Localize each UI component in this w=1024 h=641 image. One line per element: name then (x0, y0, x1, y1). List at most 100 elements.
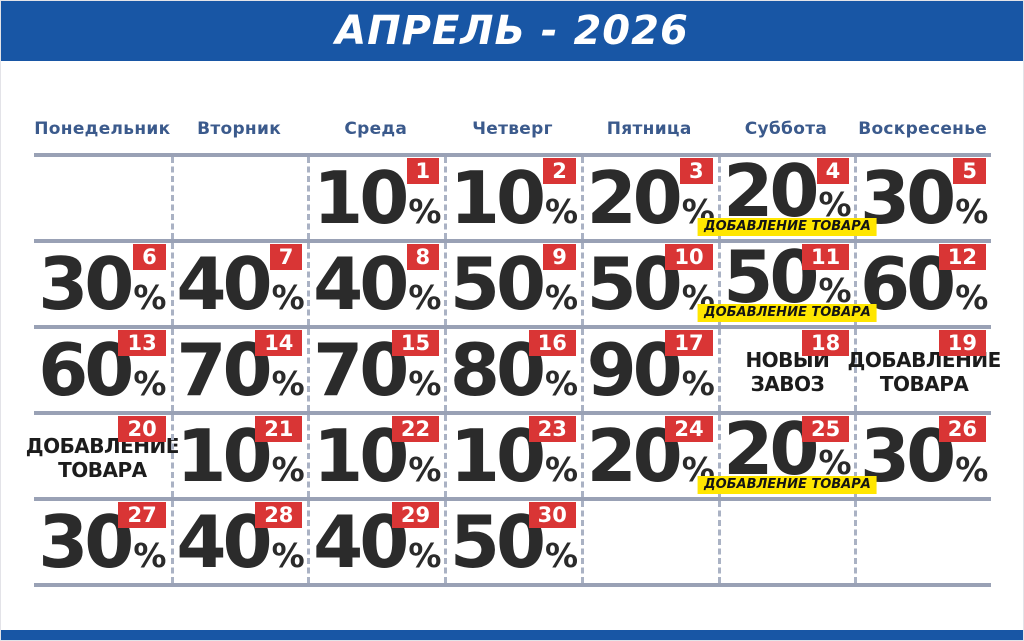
day-cell: 14 70% (170, 329, 308, 411)
empty-cell (854, 501, 991, 583)
percent-sign: % (955, 192, 989, 231)
discount-value: 90% (587, 334, 715, 406)
date-badge: 6 (133, 244, 166, 270)
day-cell: 16 80% (444, 329, 581, 411)
discount-value: 10% (450, 162, 578, 234)
percent-sign: % (955, 450, 989, 489)
discount-value: 60% (38, 334, 166, 406)
promo-text: ДОБАВЛЕНИЕ ТОВАРА (25, 434, 180, 482)
day-cell: 9 50% (444, 243, 581, 325)
percent-sign: % (408, 192, 442, 231)
percent-sign: % (681, 364, 715, 403)
percent-sign: % (818, 185, 852, 224)
percent-sign: % (408, 536, 442, 575)
percent-sign: % (271, 278, 305, 317)
date-badge: 25 (802, 416, 850, 442)
date-badge: 10 (665, 244, 713, 270)
discount-value: 40% (313, 248, 441, 320)
date-badge: 19 (938, 330, 986, 356)
bottom-banner (1, 630, 1023, 640)
day-cell: 15 70% (307, 329, 444, 411)
weekday-label: Вторник (197, 119, 282, 139)
calendar-row: 13 60% 14 70% 15 70% 16 80% 17 90% 18 НОВЫЙ ЗАВОЗ 19… (34, 325, 1001, 411)
weekday-header-row: Понедельник Вторник Среда Четверг Пятница Суб… (34, 119, 991, 139)
discount-number: 10 (449, 156, 546, 240)
day-cell: 23 10% (444, 415, 581, 497)
day-cell: 28 40% (170, 501, 308, 583)
discount-number: 60 (38, 328, 134, 412)
day-cell: 4 20% ДОБАВЛЕНИЕ ТОВАРА (698, 155, 877, 239)
percent-sign: % (545, 364, 579, 403)
date-badge: 22 (391, 416, 440, 442)
discount-number: 30 (38, 242, 134, 326)
discount-number: 50 (449, 242, 546, 326)
day-cell: 10 50% (580, 243, 718, 325)
date-badge: 13 (118, 330, 166, 356)
date-badge: 18 (802, 330, 850, 356)
day-cell: 13 60% (34, 329, 171, 411)
date-badge: 23 (528, 416, 576, 442)
percent-sign: % (408, 278, 442, 317)
day-cell: 8 40% (307, 243, 444, 325)
date-badge: 27 (118, 502, 166, 528)
date-badge: 1 (406, 158, 440, 184)
date-badge: 30 (528, 502, 576, 528)
date-badge: 8 (406, 244, 440, 270)
day-cell: 6 30% (34, 243, 171, 325)
day-cell: 21 10% (170, 415, 308, 497)
percent-sign: % (545, 278, 579, 317)
percent-sign: % (133, 536, 167, 575)
percent-sign: % (271, 450, 305, 489)
discount-value: 20% (723, 155, 851, 227)
calendar-row: 1 10% 2 10% 3 20% 4 20% ДОБАВЛЕНИЕ ТОВАРА 5 30% (34, 153, 991, 239)
discount-number: 40 (313, 242, 409, 326)
percent-sign: % (818, 271, 852, 310)
weekday-label: Среда (344, 119, 408, 139)
day-cell: 24 20% (580, 415, 718, 497)
weekday-label: Воскресенье (858, 119, 988, 139)
promo-flag: ДОБАВЛЕНИЕ ТОВАРА (698, 304, 877, 322)
date-badge: 12 (938, 244, 986, 270)
date-badge: 28 (255, 502, 303, 528)
discount-number: 30 (38, 500, 134, 584)
discount-number: 10 (313, 156, 409, 240)
promo-flag: ДОБАВЛЕНИЕ ТОВАРА (698, 218, 877, 236)
day-cell: 17 90% (580, 329, 718, 411)
grid-bottom-line (34, 583, 991, 587)
percent-sign: % (818, 443, 852, 482)
day-cell: 27 30% (34, 501, 171, 583)
discount-number: 20 (586, 156, 683, 240)
date-badge: 3 (679, 158, 713, 184)
day-cell: 19 ДОБАВЛЕНИЕ ТОВАРА (848, 329, 1001, 411)
percent-sign: % (955, 278, 989, 317)
promo-flag: ДОБАВЛЕНИЕ ТОВАРА (698, 476, 877, 494)
date-badge: 17 (665, 330, 713, 356)
percent-sign: % (545, 536, 579, 575)
date-badge: 21 (255, 416, 303, 442)
month-title: АПРЕЛЬ - 2026 (335, 8, 689, 54)
date-badge: 29 (391, 502, 440, 528)
day-cell: 11 50% ДОБАВЛЕНИЕ ТОВАРА (698, 241, 877, 325)
percent-sign: % (133, 364, 167, 403)
percent-sign: % (271, 536, 305, 575)
calendar-grid: 1 10% 2 10% 3 20% 4 20% ДОБАВЛЕНИЕ ТОВАРА 5 30% 6 30… (26, 153, 1001, 587)
day-cell: 20 ДОБАВЛЕНИЕ ТОВАРА (26, 415, 179, 497)
weekday-label: Четверг (472, 119, 553, 139)
day-cell: 29 40% (307, 501, 444, 583)
day-cell: 30 50% (444, 501, 581, 583)
calendar-row: 27 30% 28 40% 29 40% 30 50% (34, 497, 991, 583)
discount-value: 30% (38, 506, 166, 578)
day-cell: 12 60% (854, 243, 991, 325)
date-badge: 14 (255, 330, 303, 356)
date-badge: 16 (528, 330, 576, 356)
date-badge: 15 (391, 330, 440, 356)
date-badge: 24 (665, 416, 713, 442)
calendar-row: 6 30% 7 40% 8 40% 9 50% 10 50% 11 50% ДОБАВЛЕНИЕ ТОВ… (34, 239, 991, 325)
calendar-row: 20 ДОБАВЛЕНИЕ ТОВАРА 21 10% 22 10% 23 10% 24 20% 2… (26, 411, 991, 497)
date-badge: 26 (938, 416, 986, 442)
date-badge: 2 (543, 158, 576, 184)
percent-sign: % (408, 450, 442, 489)
discount-number: 40 (176, 242, 272, 326)
discount-value: 40% (176, 248, 304, 320)
